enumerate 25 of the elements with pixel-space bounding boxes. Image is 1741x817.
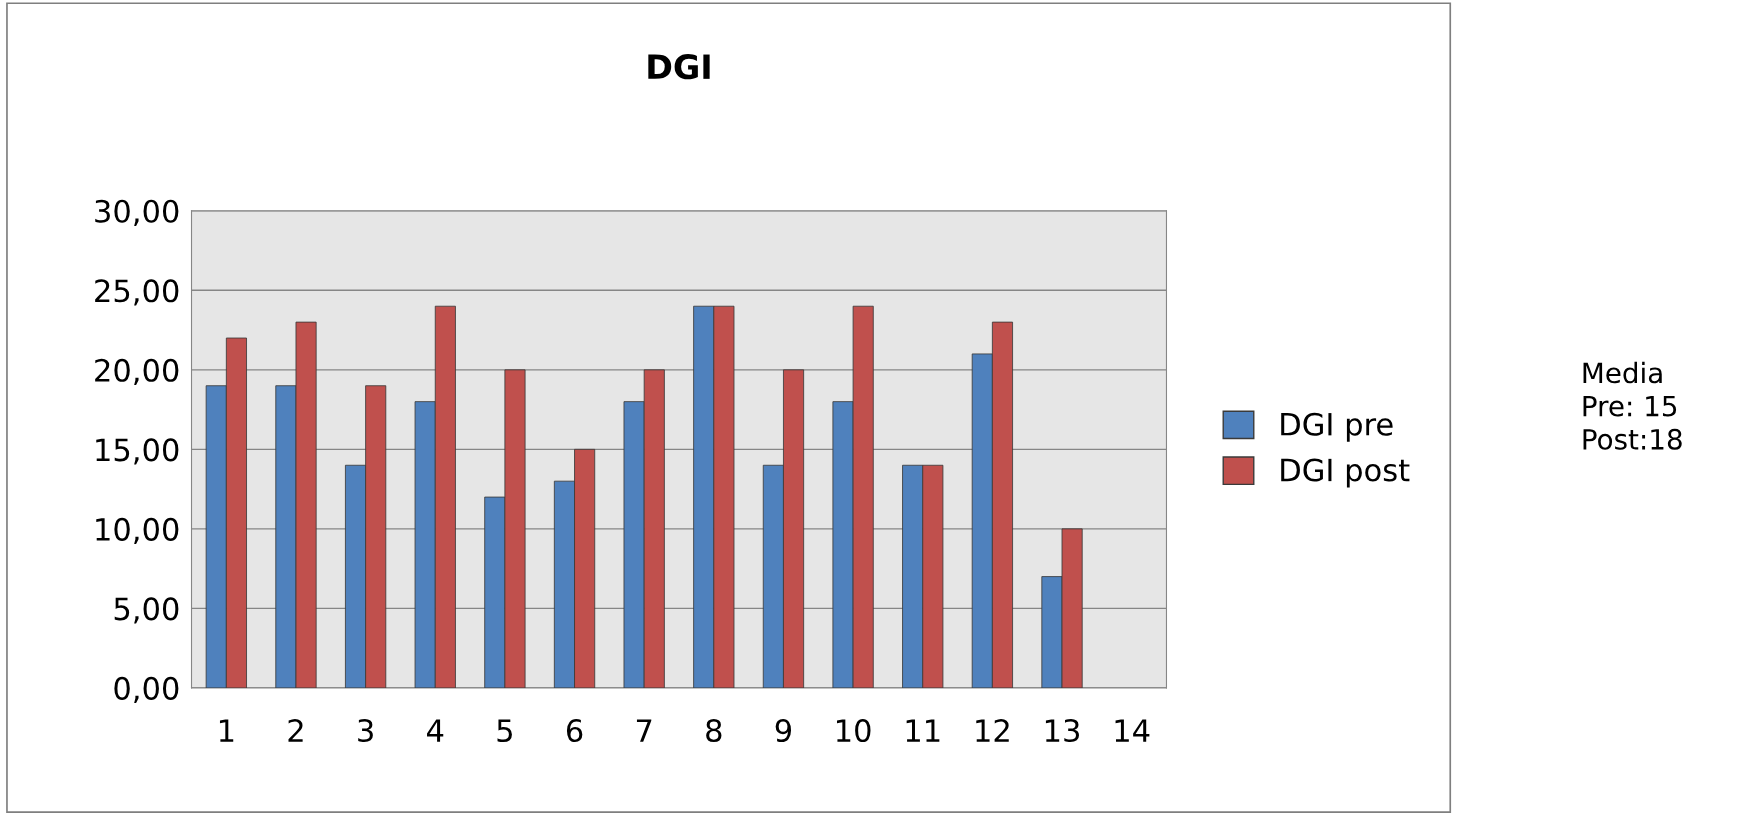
x-tick-label: 10 [837,719,871,743]
x-tick-label: 5 [497,719,512,743]
y-tick-label: 20,00 [95,358,179,385]
x-tick-label: 4 [427,719,444,742]
y-tick-label: 15,00 [96,438,179,465]
x-tick-label: 8 [706,719,722,743]
x-tick-label: 2 [288,719,303,742]
y-tick-label: 10,00 [96,517,179,545]
x-tick-label: 1 [219,719,234,742]
y-tick-label: 25,00 [95,279,179,306]
x-tick-label: 13 [1045,719,1079,743]
chart-title: DGI [648,54,710,80]
x-tick-label: 3 [358,719,373,743]
y-tick-label: 5,00 [114,597,179,624]
x-tick-label: 9 [775,719,792,743]
x-tick-label: 11 [906,719,940,742]
x-tick-label: 14 [1115,719,1150,742]
legend-label: DGI post [1281,458,1410,488]
x-tick-label: 6 [566,719,583,743]
y-tick-label: 0,00 [114,676,179,704]
x-tick-label: 7 [636,719,652,742]
y-tick-label: 30,00 [95,199,179,226]
x-tick-label: 12 [976,719,1009,742]
text: Media Pre: 15 Post:18 [1583,361,1682,450]
legend-label: DGI pre [1281,412,1393,442]
